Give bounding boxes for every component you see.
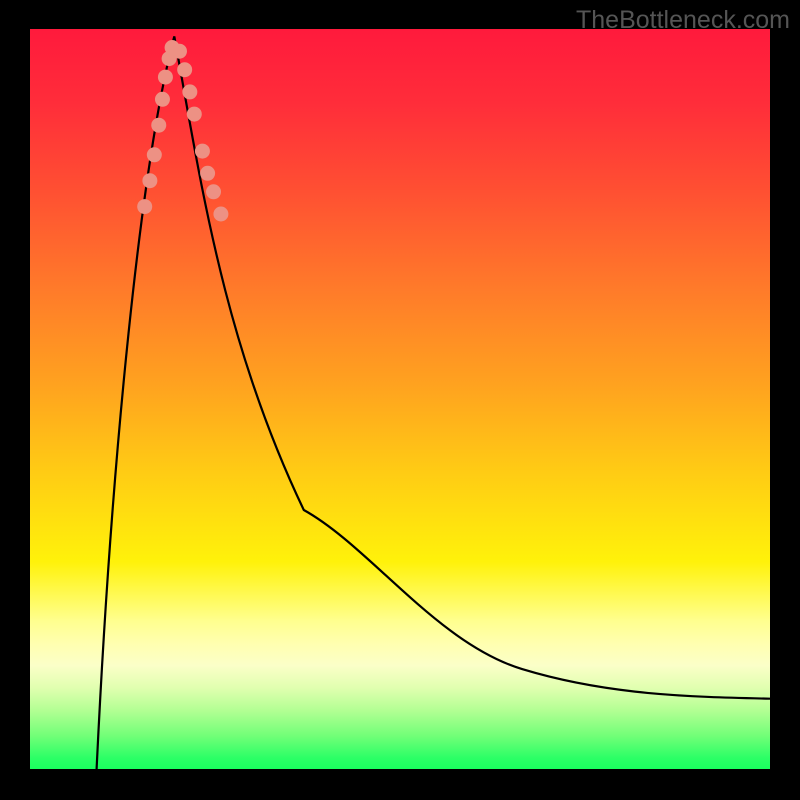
data-marker (177, 62, 192, 77)
data-marker (206, 184, 221, 199)
gradient-background (30, 29, 770, 769)
plot-area (30, 29, 770, 769)
data-marker (200, 166, 215, 181)
data-marker (172, 44, 187, 59)
data-marker (187, 107, 202, 122)
data-marker (151, 118, 166, 133)
data-marker (147, 147, 162, 162)
data-marker (142, 173, 157, 188)
data-marker (158, 70, 173, 85)
chart-svg (0, 0, 800, 800)
data-marker (155, 92, 170, 107)
watermark-text: TheBottleneck.com (576, 6, 790, 35)
chart-root: TheBottleneck.com (0, 0, 800, 800)
data-marker (195, 144, 210, 159)
data-marker (137, 199, 152, 214)
data-marker (213, 207, 228, 222)
data-marker (182, 84, 197, 99)
